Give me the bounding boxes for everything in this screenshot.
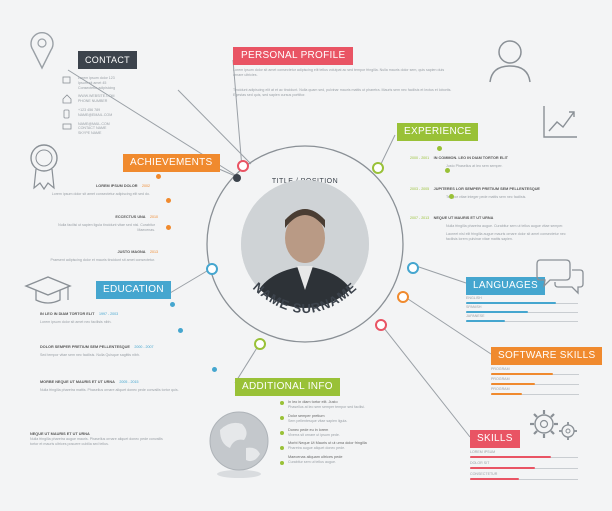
name-surname-curve: NAME SURNAME [250, 279, 360, 316]
achievements-label: ACHIEVEMENTS [123, 154, 220, 172]
additional-info-list: In leo in diam tortor elit. Justo Phasell… [288, 400, 367, 465]
languages-label: LANGUAGES [466, 277, 545, 295]
additional-dot-1 [280, 401, 284, 405]
language-bar-level-1 [466, 302, 556, 304]
skill-name-3: CONSECTETUR [470, 472, 498, 476]
language-bar-level-2 [466, 311, 528, 313]
software-bar-level-3 [491, 393, 522, 395]
mail-icon [62, 123, 72, 130]
node-red-low [375, 319, 387, 331]
experience-dot-1 [437, 146, 442, 151]
node-blue-left [206, 263, 218, 275]
language-name-2: SPANISH [466, 305, 482, 309]
contact-label: CONTACT [78, 51, 137, 69]
graduation-cap-icon [24, 276, 72, 304]
additional-dot-2 [280, 416, 284, 420]
center-ring [206, 145, 404, 343]
education-list: IN LEO IN DIAM TORTOR ELIT 1997 - 2003 L… [40, 312, 179, 392]
software-name-2: PROGRAM [491, 377, 510, 381]
education-dot-3 [212, 367, 217, 372]
education-label: EDUCATION [96, 281, 171, 299]
name-surname: NAME SURNAME [250, 279, 359, 316]
location-pin-icon [30, 31, 54, 70]
profile-paragraph-1: Lorem ipsum dolor sit amet consectetur a… [233, 68, 445, 77]
additional-info-label: ADDITIONAL INFO [235, 378, 340, 396]
globe-icon [209, 411, 269, 478]
home-icon [62, 94, 72, 104]
award-badge-icon [30, 144, 58, 191]
skill-name-1: LOREM IPSUM [470, 450, 496, 454]
experience-dot-3 [449, 194, 454, 199]
node-dark [233, 174, 241, 182]
software-bar-level-1 [491, 373, 553, 375]
achievements-list: LOREM IPSUM DOLOR 2002 Lorem ipsum dolor… [50, 184, 158, 263]
node-red [237, 160, 249, 172]
achievement-dot-2 [166, 198, 171, 203]
skill-bar-track-3 [470, 478, 578, 480]
software-bar-level-2 [491, 383, 535, 385]
node-blue-right [407, 262, 419, 274]
person-photo-icon [241, 180, 369, 308]
profile-photo [241, 180, 369, 308]
gears-icon [530, 410, 577, 440]
skill-bar-level-2 [470, 467, 535, 469]
skill-bar-level-1 [470, 456, 551, 458]
experience-dot-2 [445, 168, 450, 173]
personal-profile-label: PERSONAL PROFILE [233, 47, 354, 65]
experience-list: 2000 - 2001 IN COMMON. LEO IN DIAM TORTO… [410, 156, 566, 242]
skills-label: SKILLS [470, 430, 520, 448]
achievement-dot-3 [166, 225, 171, 230]
software-name-3: PROGRAM [491, 387, 510, 391]
node-orange [397, 291, 409, 303]
node-green-low [254, 338, 266, 350]
phone-icon [63, 109, 70, 119]
language-name-3: JAPANESE [466, 314, 485, 318]
speech-bubbles-icon [536, 259, 584, 295]
bottom-left-block: NEQUE UT MAURIS ET UT URNA Nulla fringil… [30, 432, 163, 446]
experience-label: EXPERIENCE [397, 123, 479, 141]
additional-dot-4 [280, 446, 284, 450]
growth-chart-icon [543, 106, 577, 138]
address-icon [62, 76, 71, 84]
language-bar-track-3 [466, 320, 578, 322]
language-name-1: ENGLISH [466, 296, 482, 300]
svg-text:NAME SURNAME: NAME SURNAME [250, 279, 360, 316]
software-name-1: PROGRAM [491, 367, 510, 371]
software-skills-label: SOFTWARE SKILLS [491, 347, 603, 365]
node-green [372, 162, 384, 174]
language-bar-level-3 [466, 320, 505, 322]
software-bar-track-2 [491, 383, 579, 385]
profile-paragraph-2: Tincidunt adipiscing elit at et ac tinci… [233, 88, 452, 97]
education-dot-1 [170, 302, 175, 307]
skill-bar-level-3 [470, 478, 519, 480]
additional-dot-5 [280, 461, 284, 465]
education-dot-2 [178, 328, 183, 333]
additional-dot-3 [280, 431, 284, 435]
software-bar-track-3 [491, 393, 579, 395]
achievement-dot-1 [156, 174, 161, 179]
skill-name-2: DOLOR SIT [470, 461, 490, 465]
user-avatar-icon [489, 40, 531, 83]
